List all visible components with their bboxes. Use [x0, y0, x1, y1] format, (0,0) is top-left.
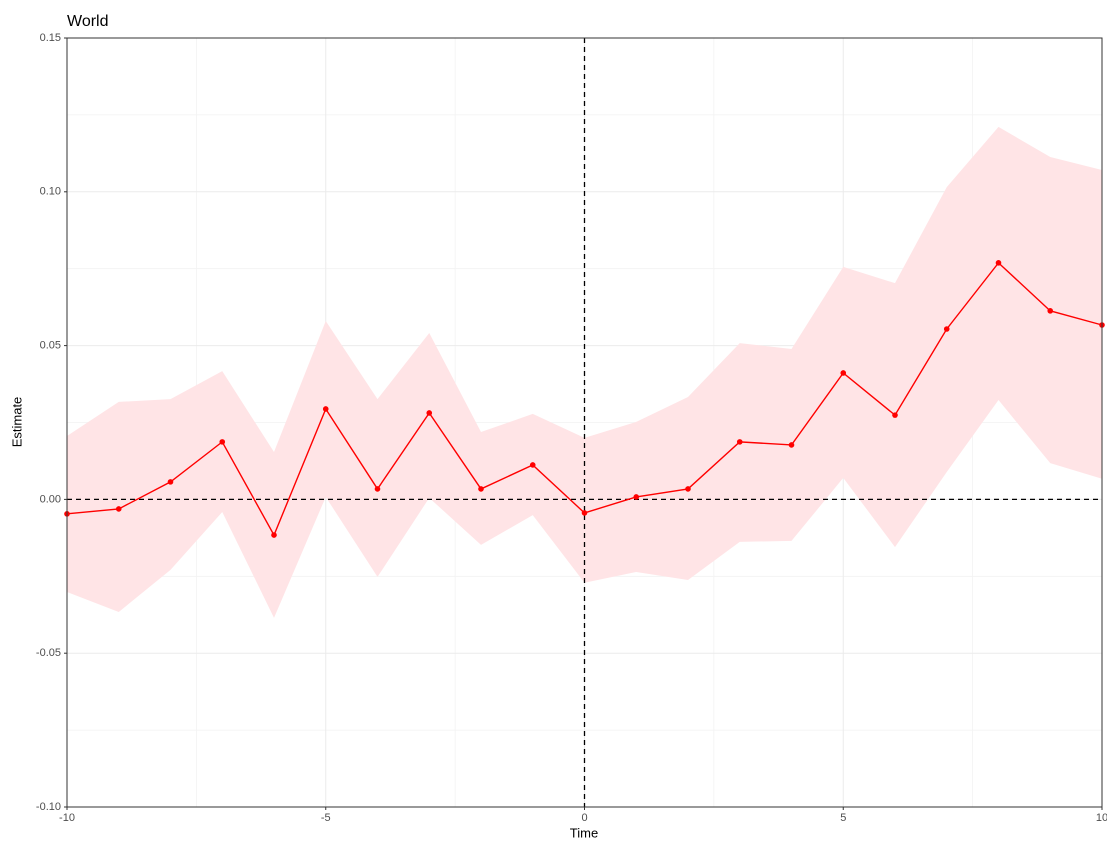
y-tick-label: -0.10 [36, 801, 61, 813]
x-axis-title: Time [570, 825, 598, 840]
point [322, 406, 329, 412]
chart-title: World [67, 13, 109, 30]
point [115, 506, 122, 512]
y-axis-title: Estimate [9, 397, 24, 448]
x-tick-label: -5 [321, 812, 331, 824]
point [581, 510, 588, 516]
point [426, 410, 433, 416]
confidence-band [67, 126, 1102, 618]
point [943, 326, 950, 332]
point [840, 370, 847, 376]
point [892, 412, 898, 418]
point [1047, 308, 1054, 314]
point [995, 260, 1002, 266]
point [788, 442, 795, 448]
point [374, 486, 381, 492]
point [529, 462, 536, 468]
point [685, 486, 691, 492]
point [633, 494, 640, 500]
y-tick-label: 0.00 [40, 493, 61, 505]
panel-border [66, 37, 1103, 808]
y-tick-label: 0.15 [40, 32, 61, 44]
point [219, 439, 226, 445]
x-tick-label: 0 [581, 812, 587, 824]
point [271, 532, 277, 538]
point [736, 439, 743, 445]
point [478, 486, 484, 492]
y-tick-label: 0.10 [40, 186, 61, 198]
x-tick-label: -10 [59, 812, 75, 824]
x-tick-label: 5 [840, 812, 846, 824]
point [167, 479, 174, 485]
y-tick-label: -0.05 [36, 647, 61, 659]
y-tick-label: 0.05 [40, 340, 61, 352]
x-tick-label: 10 [1096, 812, 1107, 824]
